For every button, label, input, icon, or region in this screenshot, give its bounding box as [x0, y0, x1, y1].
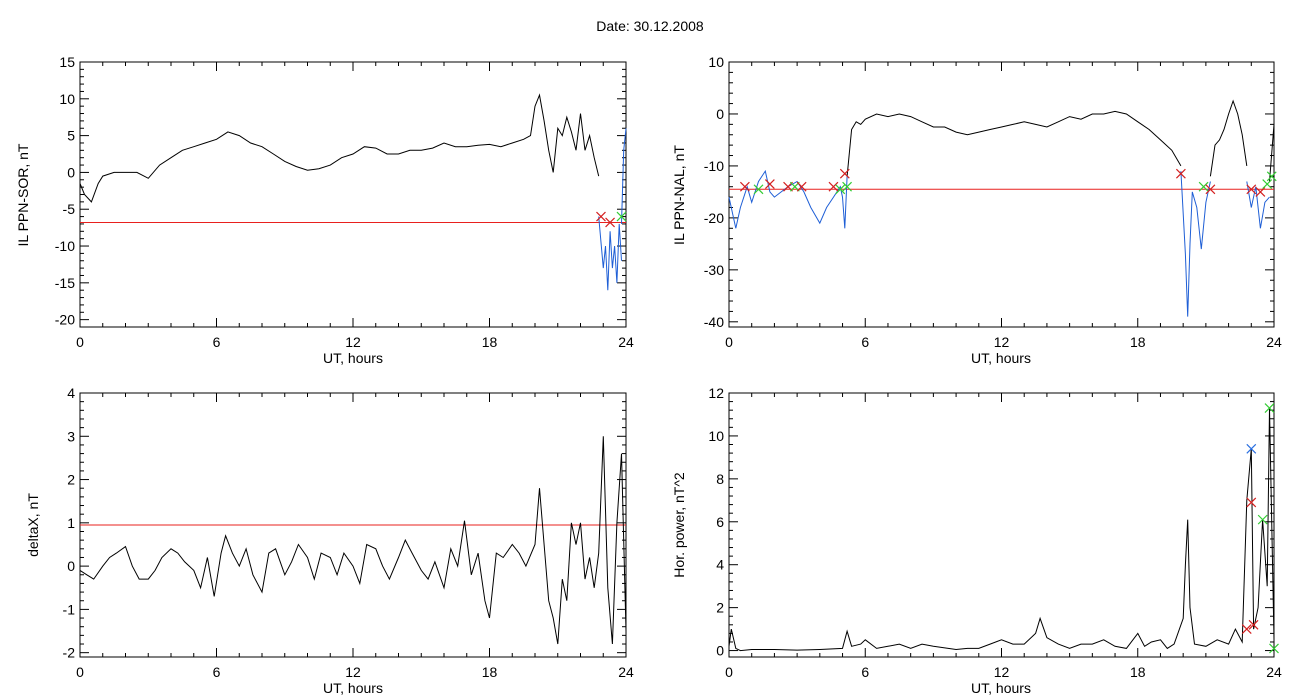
panel-4-ytick-label: 10 [708, 428, 724, 444]
panel-2-ytick-label: -20 [704, 210, 724, 226]
panel-2-marker [1255, 186, 1266, 197]
panel-3-xlabel: UT, hours [323, 680, 383, 696]
panel-3-ylabel: deltaX, nT [25, 493, 41, 557]
panel-3-xtick-label: 24 [618, 664, 634, 680]
panel-4-marker [1241, 624, 1252, 635]
panel-3-xtick-label: 12 [345, 664, 361, 680]
panel-1-ytick-label: 0 [67, 164, 75, 180]
panel-3-ytick-label: -2 [63, 645, 76, 661]
panel-4-xtick-label: 18 [1130, 664, 1146, 680]
panel-2-marker [1262, 179, 1273, 190]
panel-2-xtick-label: 12 [994, 334, 1010, 350]
panel-4-xtick-label: 24 [1266, 664, 1282, 680]
panel-4-ytick-label: 8 [716, 471, 724, 487]
panel-2-ylabel: IL PPN-NAL, nT [671, 145, 687, 245]
panel-4-marker [1246, 497, 1257, 508]
panel-2-marker [839, 168, 850, 179]
panel-4-series-line [728, 407, 1275, 652]
panel-1-xtick-label: 24 [618, 334, 634, 350]
panel-3-ytick-label: 0 [67, 558, 75, 574]
panel-1-ytick-label: -5 [63, 201, 76, 217]
panel-1-ytick-label: 10 [59, 91, 75, 107]
panel-2-series-line [1209, 99, 1248, 177]
panel-4-marker [1246, 443, 1257, 454]
panel-1-xlabel: UT, hours [323, 350, 383, 366]
panel-2-marker [739, 181, 750, 192]
panel-4-xtick-label: 6 [861, 664, 869, 680]
panel-1-series-line [79, 93, 600, 203]
panel-3-ytick-label: 2 [67, 472, 75, 488]
panel-2-marker [1175, 168, 1186, 179]
panel-2-marker [764, 179, 775, 190]
panel-3-ytick-label: 1 [67, 515, 75, 531]
panel-3-ytick-label: 4 [67, 385, 75, 401]
panel-2-marker [828, 181, 839, 192]
panel-2-marker [842, 181, 853, 192]
panel-2-marker [796, 181, 807, 192]
panel-4-ytick-label: 0 [716, 643, 724, 659]
panel-4-marker [1264, 403, 1275, 413]
panel-4-marker [1269, 643, 1279, 654]
panel-4-ytick-label: 12 [708, 385, 724, 401]
panel-1-series-line [621, 128, 627, 224]
panel-2-xtick-label: 18 [1130, 334, 1146, 350]
panel-3-series-line [79, 436, 627, 645]
panel-1-marker [605, 217, 615, 228]
panel-2-xtick-label: 0 [725, 334, 733, 350]
panel-1-xtick-label: 18 [482, 334, 498, 350]
panel-3-ytick-label: -1 [63, 601, 76, 617]
panel-2-series-line [1180, 171, 1211, 317]
panel-1-xtick-label: 0 [76, 334, 84, 350]
panel-4-ytick-label: 2 [716, 600, 724, 616]
panel-4-frame [728, 392, 1275, 658]
panel-2-marker [1266, 171, 1277, 182]
panel-1-ytick-label: -10 [55, 238, 75, 254]
panel-4-xtick-label: 12 [994, 664, 1010, 680]
panel-2-ytick-label: -30 [704, 262, 724, 278]
panel-2-series-line [1269, 124, 1275, 182]
panel-2-series-line [1246, 181, 1270, 229]
panel-1-xtick-label: 6 [213, 334, 221, 350]
panel-4-marker [1248, 619, 1259, 630]
panel-2-marker [1205, 184, 1216, 195]
panel-1-ylabel: IL PPN-SOR, nT [15, 143, 31, 246]
panel-1-marker [596, 211, 606, 222]
panel-4-ytick-label: 4 [716, 557, 724, 573]
panel-1-series-line [598, 216, 622, 291]
panel-1-ytick-label: 15 [59, 54, 75, 70]
panel-1-marker [616, 211, 627, 222]
panel-4-xlabel: UT, hours [971, 680, 1031, 696]
panel-3-xtick-label: 0 [76, 664, 84, 680]
panel-1-ytick-label: 5 [67, 128, 75, 144]
panel-3-xtick-label: 6 [213, 664, 221, 680]
panel-2-xlabel: UT, hours [971, 350, 1031, 366]
panel-4-ylabel: Hor. power, nT^2 [671, 472, 687, 578]
panel-4-xtick-label: 0 [725, 664, 733, 680]
panel-2-series-line [728, 169, 848, 229]
panel-4-ytick-label: 6 [716, 514, 724, 530]
panel-3-ytick-label: 3 [67, 428, 75, 444]
panel-2-xtick-label: 6 [861, 334, 869, 350]
panel-2-ytick-label: -40 [704, 314, 724, 330]
panel-2-marker [835, 184, 846, 195]
panel-2-ytick-label: 10 [708, 54, 724, 70]
panel-2-series-line [846, 110, 1182, 177]
page-title: Date: 30.12.2008 [596, 18, 704, 34]
panel-2-marker [1198, 181, 1209, 192]
panel-1-ytick-label: -20 [55, 312, 75, 328]
panel-1-xtick-label: 12 [345, 334, 361, 350]
panel-1-ytick-label: -15 [55, 275, 75, 291]
panel-2-xtick-label: 24 [1266, 334, 1282, 350]
panel-2-marker [753, 184, 764, 195]
panel-2-ytick-label: -10 [704, 158, 724, 174]
panel-2-marker [1246, 184, 1257, 195]
panel-1-frame [79, 61, 627, 328]
panel-4-marker [1257, 514, 1268, 525]
panel-3-xtick-label: 18 [482, 664, 498, 680]
panel-2-ytick-label: 0 [716, 106, 724, 122]
